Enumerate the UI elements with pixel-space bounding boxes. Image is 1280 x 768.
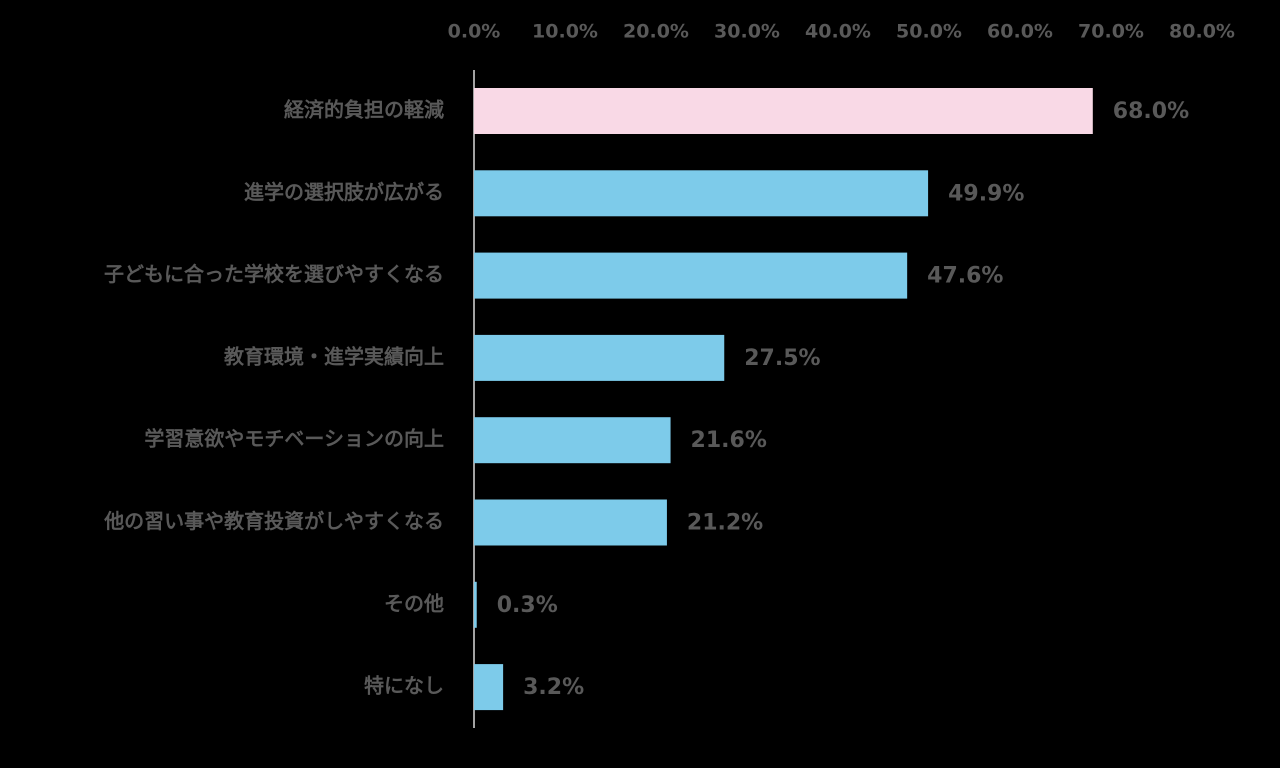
bar — [474, 581, 477, 628]
bar — [474, 88, 1093, 134]
category-label: 進学の選択肢が広がる — [244, 180, 444, 204]
bar — [474, 664, 504, 711]
bar — [474, 252, 908, 299]
bars — [474, 88, 1093, 711]
category-label: 経済的負担の軽減 — [284, 98, 444, 122]
bar — [474, 170, 929, 217]
x-tick-label: 30.0% — [714, 21, 780, 43]
bar — [474, 417, 671, 464]
x-tick-label: 80.0% — [1169, 21, 1235, 43]
x-tick-label: 0.0% — [448, 21, 501, 43]
x-tick-label: 50.0% — [896, 21, 962, 43]
bar — [474, 499, 667, 546]
value-label: 27.5% — [744, 346, 820, 371]
value-label: 0.3% — [497, 593, 558, 618]
bar — [474, 334, 725, 381]
x-tick-label: 60.0% — [987, 21, 1053, 43]
category-label: 子どもに合った学校を選びやすくなる — [104, 262, 444, 286]
value-label: 68.0% — [1113, 99, 1189, 124]
category-label: 教育環境・進学実績向上 — [224, 344, 444, 368]
x-tick-label: 40.0% — [805, 21, 871, 43]
category-label: 学習意欲やモチベーションの向上 — [144, 427, 444, 451]
x-tick-label: 20.0% — [623, 21, 689, 43]
x-tick-label: 70.0% — [1078, 21, 1144, 43]
category-labels: 経済的負担の軽減進学の選択肢が広がる子どもに合った学校を選びやすくなる教育環境・… — [103, 98, 444, 698]
value-labels: 68.0% 49.9% 47.6% 27.5% 21.6% 21.2% 0.3% 3.2% — [497, 99, 1189, 700]
x-axis-tick-labels: 0.0% 10.0% 20.0% 30.0% 40.0% 50.0% 60.0% 70.0% 8… — [448, 21, 1235, 43]
value-label: 3.2% — [523, 675, 584, 700]
category-label: 特になし — [364, 674, 444, 698]
category-label: その他 — [384, 591, 444, 615]
value-label: 49.9% — [948, 181, 1024, 206]
value-label: 21.6% — [691, 428, 767, 453]
category-label: 他の習い事や教育投資がしやすくなる — [103, 509, 444, 533]
value-label: 21.2% — [687, 511, 763, 536]
x-tick-label: 10.0% — [532, 21, 598, 43]
value-label: 47.6% — [927, 264, 1003, 289]
